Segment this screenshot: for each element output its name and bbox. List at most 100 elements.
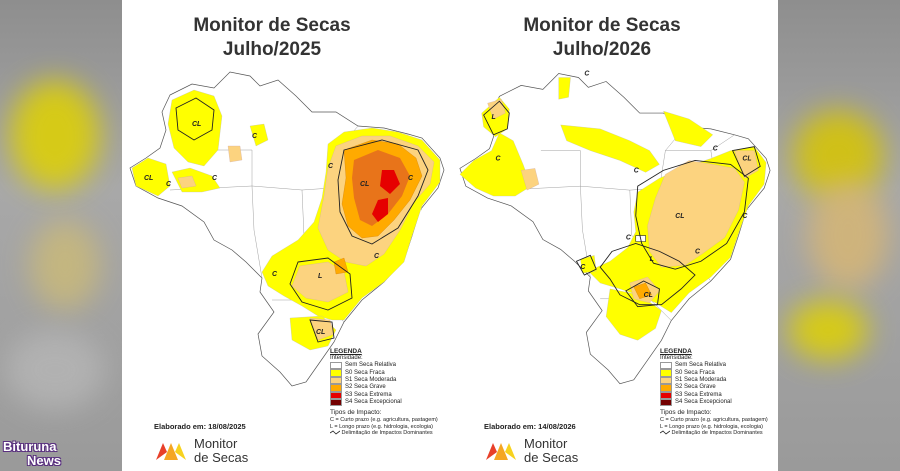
wavy-line-icon	[659, 430, 671, 435]
legend-item-label: S1 Seca Moderada	[345, 376, 397, 383]
legend-item-s4: S4 Seca Excepcional	[660, 398, 778, 407]
legend-item-s-none: Sem Seca Relativa	[330, 361, 455, 370]
impact-label: C	[374, 253, 380, 260]
impact-label: C	[212, 175, 218, 182]
impact-label: C	[634, 167, 640, 174]
impact-label: C	[495, 155, 501, 162]
legend-item-label: Sem Seca Relativa	[675, 362, 727, 369]
elaborado-2025: Elaborado em: 18/08/2025	[154, 422, 246, 431]
impact-label: CL	[360, 181, 369, 188]
legend-item-s2: S2 Seca Grave	[660, 384, 778, 392]
legend-item-label: Sem Seca Relativa	[345, 362, 397, 369]
impact-label: CL	[644, 292, 653, 299]
monitor-secas-logo-2025: Monitor de Secas	[154, 437, 248, 465]
drought-monitor-panel: Monitor de Secas Julho/2025	[122, 0, 778, 471]
impact-label: CL	[144, 175, 153, 182]
impact-l: L = Longo prazo (e.g. hidrologia, ecolog…	[660, 423, 763, 430]
logo-line1: Monitor	[194, 436, 238, 451]
impact-line-label: Delimitação de Impactos Dominantes	[671, 430, 763, 437]
legend-2026: LEGENDA Intensidade: Sem Seca Relativa S…	[659, 348, 778, 437]
legend-item-s0: S0 Seca Fraca	[660, 369, 778, 377]
legend-item-label: S4 Seca Excepcional	[675, 399, 732, 406]
map-title-2025: Monitor de Secas Julho/2025	[142, 14, 402, 62]
impact-c: C = Curto prazo (e.g. agricultura, pasta…	[660, 417, 768, 424]
impact-label: C	[252, 133, 258, 140]
legend-title: LEGENDA	[330, 348, 362, 355]
impact-label: C	[695, 248, 701, 255]
impact-label: C	[580, 264, 586, 271]
legend-item-label: S0 Seca Fraca	[675, 369, 715, 376]
legend-item-s4: S4 Seca Excepcional	[330, 398, 455, 407]
bituruna-news-watermark: Bituruna News	[0, 440, 82, 471]
legend-swatch	[330, 398, 342, 407]
impact-title: Tipos de Impacto:	[660, 409, 712, 417]
impact-label: L	[318, 273, 322, 280]
legend-swatch	[660, 361, 672, 370]
legend-subtitle: Intensidade:	[330, 355, 363, 361]
legend-2025: LEGENDA Intensidade: Sem Seca Relativa S…	[329, 348, 455, 437]
impact-label: C	[328, 163, 334, 170]
legend-item-label: S2 Seca Grave	[345, 384, 386, 391]
brazil-map-2025: CL CL C C C C CL C C L C CL	[129, 71, 445, 387]
impact-label: C	[742, 213, 748, 220]
impact-label: C	[408, 175, 414, 182]
legend-item-label: S0 Seca Fraca	[345, 369, 385, 376]
map-title-line2: Julho/2025	[222, 39, 322, 60]
impact-label: CL	[675, 213, 684, 220]
monitor-secas-logo-icon	[156, 443, 186, 460]
impact-l: L = Longo prazo (e.g. hidrologia, ecolog…	[330, 423, 433, 430]
legend-item-s1: S1 Seca Moderada	[660, 376, 778, 385]
background-left	[0, 0, 122, 471]
monitor-secas-logo-icon	[486, 443, 516, 460]
legend-swatch	[330, 391, 342, 400]
map-title-2026: Monitor de Secas Julho/2026	[472, 14, 732, 62]
legend-swatch	[660, 369, 672, 377]
legend-swatch	[330, 361, 342, 370]
map-title-line1: Monitor de Secas	[193, 15, 351, 36]
impact-c: C = Curto prazo (e.g. agricultura, pasta…	[330, 417, 438, 424]
legend-swatch	[660, 391, 672, 400]
impact-label: CL	[192, 121, 201, 128]
brazil-map-2026: L C C C C CL CL C C L C C CL	[459, 71, 771, 385]
legend-item-s-none: Sem Seca Relativa	[660, 361, 778, 370]
logo-text: Monitor de Secas	[194, 437, 248, 465]
brazil-outline	[459, 73, 771, 385]
legend-item-s3: S3 Seca Extrema	[660, 391, 778, 400]
legend-item-s1: S1 Seca Moderada	[330, 376, 455, 385]
map-title-line2: Julho/2026	[552, 39, 652, 60]
impact-label: C	[626, 235, 632, 242]
impact-label: CL	[742, 155, 751, 162]
monitor-secas-logo-2026: Monitor de Secas	[484, 437, 578, 465]
legend-subtitle: Intensidade:	[660, 355, 693, 361]
impact-label: L	[492, 114, 496, 121]
logo-line2: de Secas	[524, 450, 579, 465]
impact-label: L	[650, 256, 654, 263]
wavy-line-icon	[329, 430, 341, 435]
impact-label: C	[272, 271, 278, 278]
legend-swatch	[660, 398, 672, 407]
legend-item-s2: S2 Seca Grave	[330, 384, 455, 392]
legend-item-s0: S0 Seca Fraca	[330, 369, 455, 377]
background-right	[778, 0, 900, 471]
logo-line2: de Secas	[194, 450, 249, 465]
watermark-line2: News	[27, 453, 61, 468]
legend-swatch	[330, 369, 342, 377]
legend-title: LEGENDA	[660, 348, 692, 355]
legend-item-label: S1 Seca Moderada	[675, 376, 727, 383]
legend-item-label: S3 Seca Extrema	[675, 391, 722, 398]
impact-line-label: Delimitação de Impactos Dominantes	[341, 430, 433, 437]
legend-swatch	[660, 376, 672, 385]
legend-item-s3: S3 Seca Extrema	[330, 391, 455, 400]
impact-title: Tipos de Impacto:	[330, 409, 382, 417]
impact-label: CL	[316, 329, 325, 336]
legend-item-label: S2 Seca Grave	[675, 384, 716, 391]
legend-item-label: S3 Seca Extrema	[345, 391, 392, 398]
impact-label: C	[713, 146, 719, 153]
watermark-line1: Bituruna	[3, 439, 57, 454]
elaborado-2026: Elaborado em: 14/08/2026	[484, 422, 576, 431]
legend-swatch	[330, 384, 342, 392]
impact-label: C	[584, 71, 590, 78]
legend-swatch	[660, 384, 672, 392]
map-title-line1: Monitor de Secas	[523, 15, 681, 36]
impact-line-row: Delimitação de Impactos Dominantes	[659, 430, 778, 437]
